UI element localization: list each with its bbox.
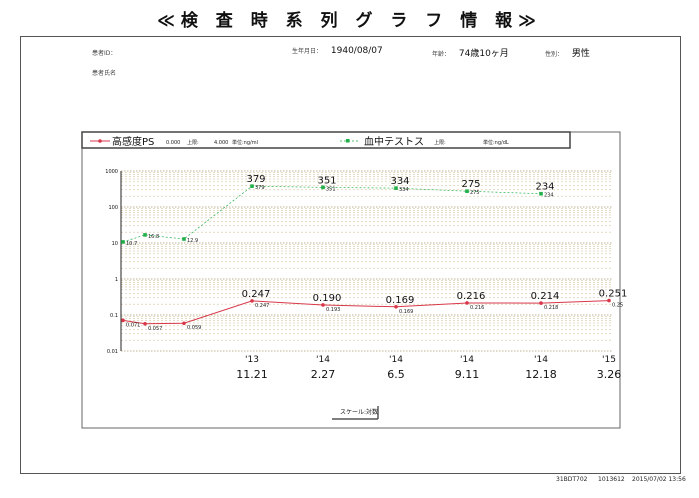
legend-series1-upper-label: 上限: xyxy=(187,139,199,146)
patient-dob-label: 生年月日： xyxy=(292,48,323,55)
series-testosterone-point xyxy=(182,237,186,241)
patient-age-label: 年齢： xyxy=(432,51,451,58)
x-tick-date: 12.18 xyxy=(525,368,557,381)
legend-series2-marker xyxy=(346,139,350,143)
patient-sex-label: 性別： xyxy=(545,51,564,58)
data-label-large: 379 xyxy=(246,174,265,185)
data-label-small: 275 xyxy=(470,190,480,196)
y-tick-label: 1 xyxy=(115,277,118,283)
series-psa-point xyxy=(394,304,398,309)
data-label-small: 0.071 xyxy=(126,322,140,328)
x-tick-date: 9.11 xyxy=(455,368,480,381)
patient-dob-value: 1940/08/07 xyxy=(330,46,383,56)
data-label-small: 234 xyxy=(544,193,554,199)
legend-series2-upper-label: 上限: xyxy=(434,139,446,146)
series-testosterone-point xyxy=(321,185,325,190)
scale-label: スケール:対数 xyxy=(340,408,378,416)
legend-series1-unit: 単位:ng/ml xyxy=(232,139,258,146)
legend-series2-name: 血中テストス xyxy=(364,135,424,148)
page-title: ≪検 査 時 系 列 グ ラ フ 情 報≫ xyxy=(157,11,542,31)
report-frame xyxy=(20,36,681,474)
patient-age-value: 74歳10ヶ月 xyxy=(458,49,509,59)
series-psa-point xyxy=(250,299,254,303)
patient-name-label: 患者氏名 xyxy=(92,70,117,77)
legend-series2-unit: 単位:ng/dL xyxy=(483,139,509,146)
x-tick-year: '14 xyxy=(389,355,403,365)
x-tick-year: '14 xyxy=(316,355,330,365)
x-tick-date: 3.26 xyxy=(597,368,622,381)
data-label-small: 16.8 xyxy=(148,234,159,240)
data-label-large: 0.251 xyxy=(599,289,628,300)
x-tick-year: '14 xyxy=(460,355,474,365)
data-label-large: 0.169 xyxy=(386,295,415,306)
data-label-small: 12.9 xyxy=(187,238,198,244)
data-label-large: 234 xyxy=(535,182,554,193)
legend-series1-marker xyxy=(98,139,102,143)
legend-series1-lower: 0.000 xyxy=(166,140,180,146)
data-label-small: 0.216 xyxy=(470,305,484,311)
patient-sex: 性別： 男性 xyxy=(545,46,590,59)
footer-timestamp: 2015/07/02 13:56 xyxy=(632,476,686,483)
data-label-large: 0.216 xyxy=(457,291,486,302)
x-tick-year: '15 xyxy=(602,355,616,365)
patient-sex-value: 男性 xyxy=(571,49,590,59)
data-label-small: 0.25 xyxy=(612,303,623,309)
legend-box xyxy=(81,131,571,149)
x-tick-date: 6.5 xyxy=(387,368,405,381)
patient-id: 患者ID： xyxy=(92,48,122,58)
series-testosterone-point xyxy=(250,184,254,188)
data-label-small: 10.7 xyxy=(126,241,137,247)
series-testosterone-point xyxy=(539,191,543,196)
y-tick-label: 0.1 xyxy=(110,313,118,319)
data-label-small: 0.059 xyxy=(187,325,201,331)
patient-name: 患者氏名 xyxy=(92,68,122,78)
series-testosterone-line xyxy=(122,185,542,243)
x-tick-date: 11.21 xyxy=(236,368,268,381)
series-testosterone-point xyxy=(121,240,125,244)
y-tick-label: 100 xyxy=(108,205,118,211)
data-label-large: 334 xyxy=(390,176,409,187)
y-tick-label: 0.01 xyxy=(107,349,118,355)
data-label-small: 351 xyxy=(326,186,336,192)
series-psa-point xyxy=(182,321,186,326)
y-tick-label: 10 xyxy=(112,241,118,247)
data-label-large: 351 xyxy=(317,175,336,186)
x-tick-year: '14 xyxy=(534,355,548,365)
x-tick-date: 2.27 xyxy=(311,368,336,381)
data-label-small: 379 xyxy=(255,185,265,191)
data-label-large: 0.247 xyxy=(242,289,271,300)
series-testosterone-point xyxy=(394,186,398,190)
footer-code1: 31BDT702 xyxy=(556,476,588,483)
legend-series1-name: 高感度PS xyxy=(112,135,154,148)
series-psa-point xyxy=(607,298,611,303)
data-label-large: 275 xyxy=(461,179,480,190)
patient-id-label: 患者ID： xyxy=(92,50,117,57)
legend-series1-upper: 4.000 xyxy=(214,140,228,146)
footer-code2: 1013612 xyxy=(598,476,625,483)
data-label-small: 0.247 xyxy=(255,303,269,309)
data-label-small: 0.169 xyxy=(399,309,413,315)
series-testosterone-point xyxy=(465,189,469,193)
data-label-small: 0.193 xyxy=(326,307,340,313)
x-tick-year: '13 xyxy=(245,355,259,365)
series-psa-point xyxy=(321,303,325,307)
data-label-small: 0.218 xyxy=(544,305,558,311)
series-psa-point xyxy=(539,301,543,305)
data-label-small: 334 xyxy=(399,187,409,193)
y-tick-label: 1000 xyxy=(105,169,118,175)
series-psa-point xyxy=(465,301,469,305)
series-psa-point xyxy=(121,318,125,323)
patient-age: 年齢： 74歳10ヶ月 xyxy=(432,46,509,59)
data-label-large: 0.190 xyxy=(313,293,342,304)
series-testosterone-point xyxy=(143,233,147,237)
data-label-large: 0.214 xyxy=(531,291,560,302)
data-label-small: 0.057 xyxy=(148,326,162,332)
series-psa-point xyxy=(143,321,147,326)
patient-dob: 生年月日： 1940/08/07 xyxy=(292,46,383,56)
